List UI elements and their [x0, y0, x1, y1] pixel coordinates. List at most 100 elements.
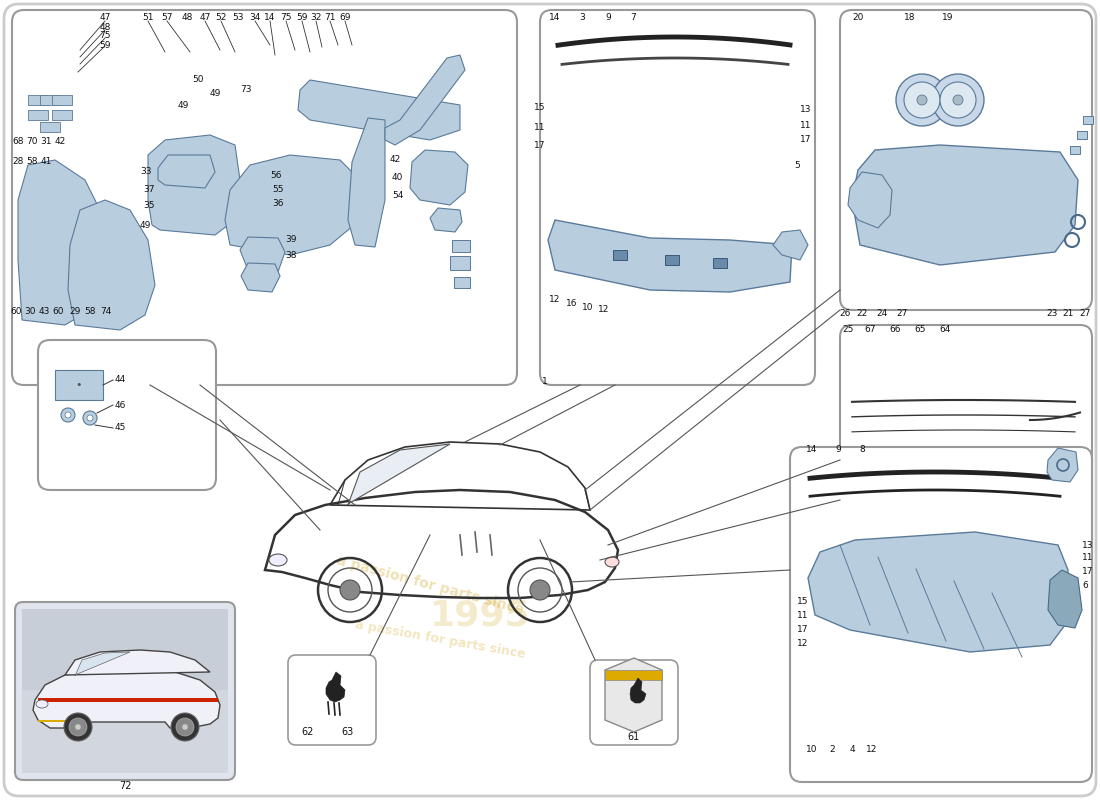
Circle shape: [182, 724, 188, 730]
Ellipse shape: [270, 554, 287, 566]
FancyBboxPatch shape: [790, 447, 1092, 782]
Text: 13: 13: [800, 106, 812, 114]
Polygon shape: [33, 668, 220, 728]
Text: 28: 28: [12, 158, 24, 166]
Bar: [55, 370, 103, 400]
Polygon shape: [548, 220, 792, 292]
Text: 53: 53: [232, 14, 244, 22]
Text: 61: 61: [628, 732, 640, 742]
Text: 11: 11: [800, 121, 812, 130]
Bar: [1070, 146, 1080, 154]
Bar: [40, 95, 60, 105]
Text: 48: 48: [182, 14, 192, 22]
Text: 4: 4: [849, 746, 855, 754]
Text: 13: 13: [1082, 541, 1093, 550]
Bar: [22, 690, 228, 773]
Text: 75: 75: [99, 31, 111, 41]
Circle shape: [940, 82, 976, 118]
Text: 42: 42: [390, 155, 402, 165]
Polygon shape: [348, 444, 450, 505]
Bar: [52, 95, 72, 105]
Text: 69: 69: [339, 14, 351, 22]
Text: 64: 64: [939, 326, 950, 334]
Text: 55: 55: [272, 186, 284, 194]
Polygon shape: [808, 532, 1068, 652]
Text: 54: 54: [392, 191, 404, 201]
Circle shape: [87, 415, 94, 421]
Text: 12: 12: [598, 306, 609, 314]
Circle shape: [65, 412, 72, 418]
Text: 73: 73: [240, 86, 252, 94]
Text: 60: 60: [53, 307, 64, 317]
Text: 15: 15: [534, 102, 544, 111]
Text: 57: 57: [162, 14, 173, 22]
Text: 65: 65: [914, 326, 926, 334]
Text: 43: 43: [39, 307, 50, 317]
Bar: [450, 256, 470, 270]
Text: 37: 37: [143, 186, 154, 194]
Polygon shape: [430, 208, 462, 232]
Text: 59: 59: [296, 14, 308, 22]
Text: 33: 33: [140, 167, 152, 177]
Circle shape: [917, 95, 927, 105]
Text: 19: 19: [943, 14, 954, 22]
Polygon shape: [68, 200, 155, 330]
Text: 18: 18: [904, 14, 915, 22]
Text: 10: 10: [582, 302, 594, 311]
Text: •: •: [76, 380, 82, 390]
Polygon shape: [852, 145, 1078, 265]
Text: 17: 17: [800, 135, 812, 145]
Bar: [22, 609, 228, 690]
Text: 21: 21: [1063, 309, 1074, 318]
Polygon shape: [158, 155, 214, 188]
Text: 36: 36: [272, 199, 284, 209]
Polygon shape: [848, 172, 892, 228]
Text: 8: 8: [859, 446, 865, 454]
Text: 38: 38: [285, 250, 297, 259]
Circle shape: [60, 408, 75, 422]
Polygon shape: [18, 160, 110, 325]
Text: 11: 11: [796, 611, 808, 621]
Text: 12: 12: [549, 295, 561, 305]
Text: 32: 32: [310, 14, 321, 22]
Bar: [40, 122, 60, 132]
Text: 35: 35: [143, 201, 154, 210]
Text: 24: 24: [877, 309, 888, 318]
Text: 72: 72: [119, 781, 131, 791]
FancyBboxPatch shape: [840, 10, 1092, 310]
Circle shape: [896, 74, 948, 126]
Bar: [454, 277, 470, 288]
Bar: [52, 110, 72, 120]
Bar: [613, 250, 627, 260]
Text: 44: 44: [116, 375, 127, 385]
Bar: [39, 720, 82, 722]
Circle shape: [904, 82, 940, 118]
Text: 39: 39: [285, 235, 297, 245]
Text: 17: 17: [1082, 567, 1093, 577]
FancyBboxPatch shape: [840, 325, 1092, 660]
Text: 25: 25: [843, 326, 854, 334]
Circle shape: [932, 74, 984, 126]
Text: 67: 67: [865, 326, 876, 334]
FancyBboxPatch shape: [288, 655, 376, 745]
Text: 74: 74: [100, 307, 112, 317]
Text: 50: 50: [192, 75, 204, 85]
Circle shape: [75, 724, 81, 730]
Circle shape: [64, 713, 92, 741]
Text: 40: 40: [392, 174, 404, 182]
Polygon shape: [241, 263, 280, 292]
Text: 14: 14: [549, 14, 561, 22]
Text: a passion for parts since: a passion for parts since: [354, 618, 526, 662]
Bar: [713, 258, 727, 268]
Text: 49: 49: [178, 102, 189, 110]
FancyBboxPatch shape: [12, 10, 517, 385]
Text: 12: 12: [867, 746, 878, 754]
Polygon shape: [148, 135, 240, 235]
Text: 46: 46: [116, 401, 127, 410]
Polygon shape: [326, 672, 345, 702]
Text: 16: 16: [566, 299, 578, 309]
Bar: [1077, 131, 1087, 139]
Text: 49: 49: [140, 221, 152, 230]
Text: 15: 15: [796, 598, 808, 606]
Text: 51: 51: [142, 14, 154, 22]
